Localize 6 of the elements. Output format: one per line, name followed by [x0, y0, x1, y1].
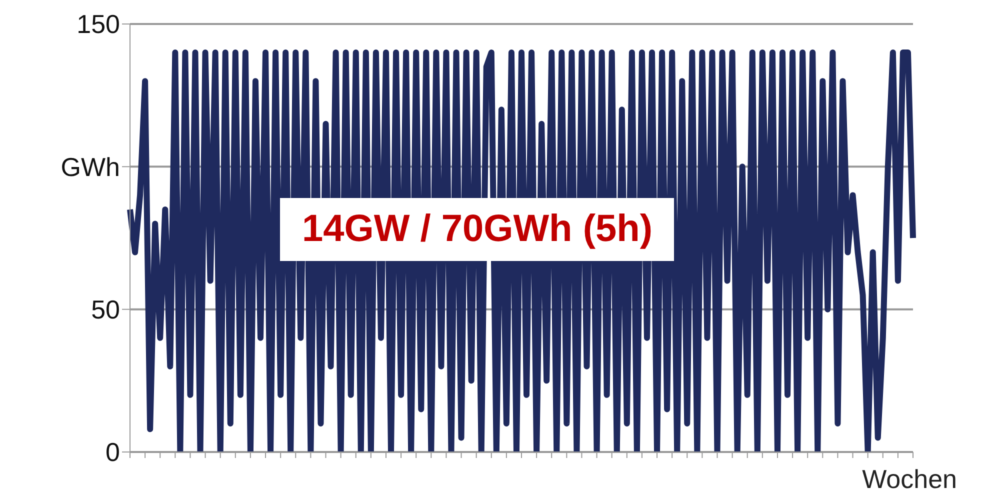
annotation: 14GW / 70GWh (5h)	[280, 198, 674, 261]
x-axis-title: Wochen	[862, 464, 957, 494]
y-tick-label: GWh	[60, 152, 120, 182]
y-tick-label: 50	[91, 294, 120, 325]
y-tick-label: 0	[106, 437, 120, 468]
y-tick-label: 150	[76, 9, 120, 40]
